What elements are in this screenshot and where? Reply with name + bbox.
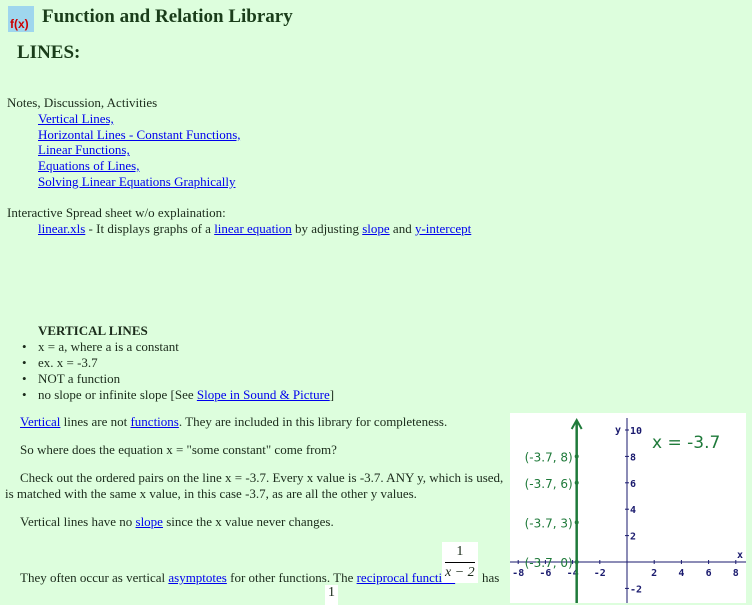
site-title: Function and Relation Library [42,6,293,27]
vertical-line-graph: -8 -6 -4 -2 2 4 6 8 10 8 6 4 2 -2 y x x = -3.7 (-3.7, 8) (… [510,413,746,603]
x-tick-label: -6 [539,568,551,579]
x-tick-label: 6 [706,568,712,579]
y-axis-label: y [615,425,621,436]
bullet: ex. x = -3.7 [22,355,334,371]
link-solving-linear[interactable]: Solving Linear Equations Graphically [38,173,236,189]
paragraph-3a: Check out the ordered pairs on the line … [20,470,504,485]
link-vertical-lines[interactable]: Vertical Lines, [38,111,114,126]
point-label: (-3.7, 0) [525,556,573,570]
bullet: no slope or infinite slope [See Slope in… [22,387,334,403]
y-intercept-link[interactable]: y-intercept [414,221,472,236]
y-tick-label: 4 [630,505,636,516]
y-tick-label: 8 [630,452,636,463]
link-equations-of-lines[interactable]: Equations of Lines, [38,158,140,174]
paragraph-4: Vertical lines have no slope since the x… [20,514,334,529]
point-label: (-3.7, 3) [525,516,573,530]
point-label: (-3.7, 6) [525,477,573,491]
linear-equation-link[interactable]: linear equation [214,221,292,236]
vertical-lines-heading: VERTICAL LINES [38,323,148,338]
fraction-2: 1 [325,585,338,605]
paragraph-5: They often occur as vertical asymptotes … [20,570,456,585]
bullet: NOT a function [22,371,334,387]
point [574,520,579,525]
has-text: has [482,570,500,585]
arrow-head [570,417,583,430]
x-tick-label: 8 [733,568,739,579]
reciprocal-function-link[interactable]: reciprocal function [356,570,456,585]
x-tick-label: -8 [512,568,524,579]
paragraph-2: So where does the equation x = "some con… [20,442,337,457]
paragraph-1: Vertical lines are not functions. They a… [20,414,448,429]
paragraph-3b: is matched with the same x value, in thi… [5,486,417,501]
x-tick-label: -2 [594,568,606,579]
notes-links: Vertical Lines, Horizontal Lines - Const… [38,111,241,190]
x-tick-label: 2 [651,568,657,579]
slope-link[interactable]: slope [362,221,390,236]
point [574,560,579,564]
functions-link[interactable]: functions [130,414,179,429]
x-tick-label: 4 [678,568,684,579]
spreadsheet-heading: Interactive Spread sheet w/o explainatio… [7,205,226,220]
asymptotes-link[interactable]: asymptotes [168,570,227,585]
x-tick-label: -4 [567,568,579,579]
equation-label: x = -3.7 [652,433,720,453]
x-axis-label: x [737,550,743,561]
page-title: LINES: [17,42,81,63]
link-horizontal-lines[interactable]: Horizontal Lines - Constant Functions, [38,126,241,142]
vertical-bullets: x = a, where a is a constant ex. x = -3.… [22,339,334,403]
notes-heading: Notes, Discussion, Activities [7,95,158,110]
library-logo: f(x) [8,6,34,32]
slope-link-2[interactable]: slope [135,514,163,529]
slope-sound-picture-link[interactable]: Slope in Sound & Picture [196,387,330,402]
bullet: x = a, where a is a constant [22,339,334,355]
y-tick-label: 2 [630,532,636,543]
linear-xls-link[interactable]: linear.xls [38,221,86,236]
y-tick-label: 10 [630,426,642,437]
graph-background [510,413,746,603]
y-tick-label: 6 [630,479,636,490]
point-label: (-3.7, 8) [525,450,573,464]
point [574,454,579,459]
point [574,480,579,485]
link-linear-functions[interactable]: Linear Functions, [38,142,130,158]
vertical-link[interactable]: Vertical [20,414,61,429]
spreadsheet-line: linear.xls - It displays graphs of a lin… [38,221,472,236]
y-tick-label: -2 [630,584,642,595]
